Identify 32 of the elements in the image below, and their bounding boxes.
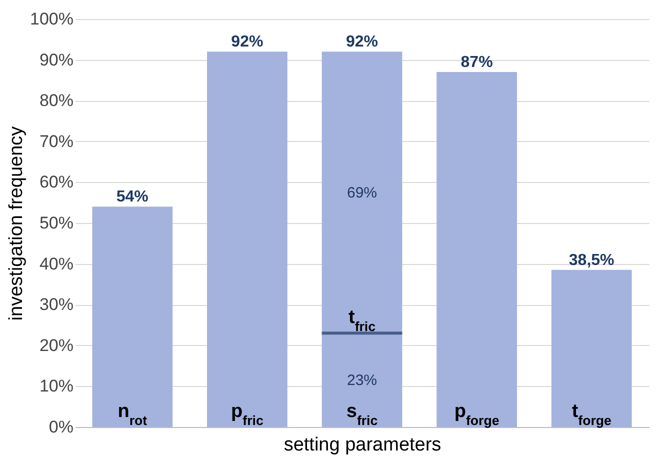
bar (322, 52, 402, 334)
y-tick-label: 100% (30, 10, 74, 28)
bar (436, 72, 517, 427)
y-tick-label: 90% (39, 50, 74, 70)
y-tick-label: 10% (39, 376, 74, 396)
y-tick-label: 80% (39, 91, 74, 110)
total-label: 38,5% (568, 252, 614, 269)
y-tick-label: 30% (39, 295, 74, 314)
total-label: 54% (116, 188, 148, 206)
total-label: 87% (460, 54, 493, 72)
y-axis-title: investigation frequency (6, 126, 28, 321)
x-tick-label: p$_{forge}$ (454, 401, 500, 428)
x-tick-label: p$_{fric}$ (231, 401, 264, 428)
data-label: 69% (346, 184, 378, 202)
y-tick-label: 20% (39, 336, 74, 355)
y-tick-label: 60% (39, 172, 74, 192)
total-label: 92% (231, 34, 264, 51)
bar (322, 333, 402, 427)
total-label: 92% (346, 34, 378, 51)
y-tick-label: 0% (48, 418, 74, 436)
x-axis-title: setting parameters (284, 434, 442, 456)
x-tick-label: t$_{forge}$ (572, 401, 612, 428)
bar (207, 52, 288, 427)
bar (92, 206, 173, 427)
y-tick-label: 70% (39, 132, 74, 151)
y-tick-label: 50% (39, 214, 74, 232)
x-tick-label: n$_{rot}$ (118, 401, 148, 428)
annotation: t$_{fric}$ (348, 307, 376, 334)
bar (551, 270, 632, 427)
y-tick-label: 40% (39, 254, 74, 274)
data-label: 23% (346, 372, 378, 390)
x-tick-label: s$_{fric}$ (346, 401, 378, 428)
